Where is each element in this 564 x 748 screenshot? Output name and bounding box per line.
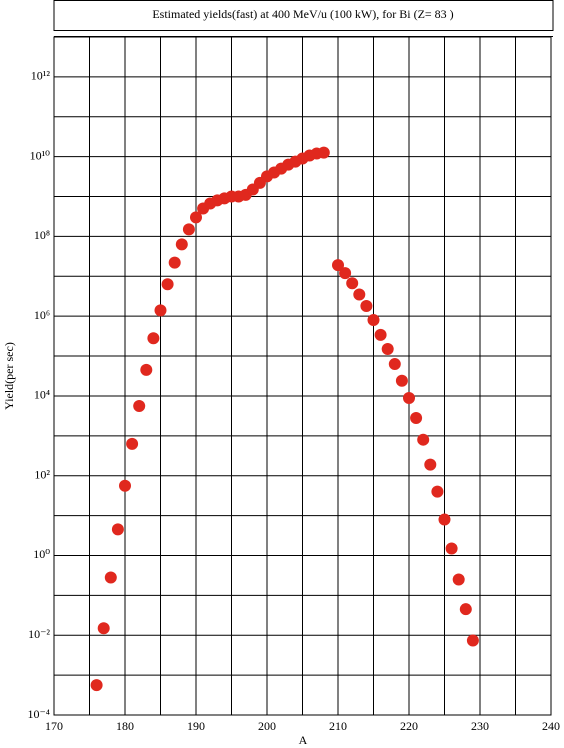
data-point xyxy=(111,523,124,536)
data-point xyxy=(417,433,430,446)
data-point xyxy=(438,513,451,526)
x-tick-label: 240 xyxy=(542,719,560,733)
data-point xyxy=(332,259,344,272)
data-point xyxy=(119,479,131,492)
data-point xyxy=(346,277,359,290)
y-tick-label: 10⁸ xyxy=(34,228,50,242)
data-point xyxy=(168,256,181,269)
x-axis-label: A xyxy=(299,733,308,747)
x-tick-label: 180 xyxy=(116,719,134,733)
y-tick-label: 10⁰ xyxy=(33,547,50,561)
data-point xyxy=(353,288,366,301)
y-tick-label: 10⁻² xyxy=(28,627,50,641)
data-point xyxy=(126,437,139,450)
title-box xyxy=(53,0,554,31)
data-point xyxy=(90,679,103,692)
data-point xyxy=(445,542,458,555)
y-tick-label: 10⁻⁴ xyxy=(27,707,50,721)
data-point xyxy=(133,399,146,412)
data-point xyxy=(381,343,394,356)
y-tick-label: 10⁴ xyxy=(34,388,50,402)
data-point xyxy=(360,299,373,312)
data-point xyxy=(175,238,188,251)
data-point xyxy=(388,358,401,371)
data-point xyxy=(410,411,423,424)
data-point xyxy=(459,603,472,616)
chart-title: Estimated yields(fast) at 400 MeV/u (100… xyxy=(152,7,453,21)
x-tick-label: 230 xyxy=(471,719,489,733)
data-point xyxy=(424,458,437,471)
data-point xyxy=(182,223,195,236)
data-point xyxy=(161,278,174,291)
x-tick-label: 220 xyxy=(400,719,418,733)
y-tick-label: 10⁶ xyxy=(34,308,50,322)
data-point xyxy=(403,391,415,404)
data-point xyxy=(190,211,202,224)
data-point xyxy=(431,485,444,498)
y-axis-label: Yield(per sec) xyxy=(2,342,16,410)
y-tick-label: 10² xyxy=(34,467,50,481)
data-point xyxy=(317,146,330,159)
data-point xyxy=(154,304,167,317)
x-tick-label: 210 xyxy=(329,719,347,733)
data-point xyxy=(452,573,465,586)
x-tick-label: 200 xyxy=(258,719,276,733)
data-point xyxy=(104,571,117,584)
data-point xyxy=(147,332,160,345)
data-point xyxy=(374,328,387,341)
x-tick-label: 170 xyxy=(45,719,63,733)
data-point xyxy=(97,622,110,635)
data-point xyxy=(466,634,479,647)
data-point xyxy=(395,374,408,387)
data-point xyxy=(339,267,352,280)
y-tick-label: 10¹⁰ xyxy=(30,148,51,162)
data-point xyxy=(367,314,380,327)
x-tick-label: 190 xyxy=(187,719,205,733)
data-point xyxy=(140,363,153,376)
y-tick-label: 10¹² xyxy=(31,69,51,83)
